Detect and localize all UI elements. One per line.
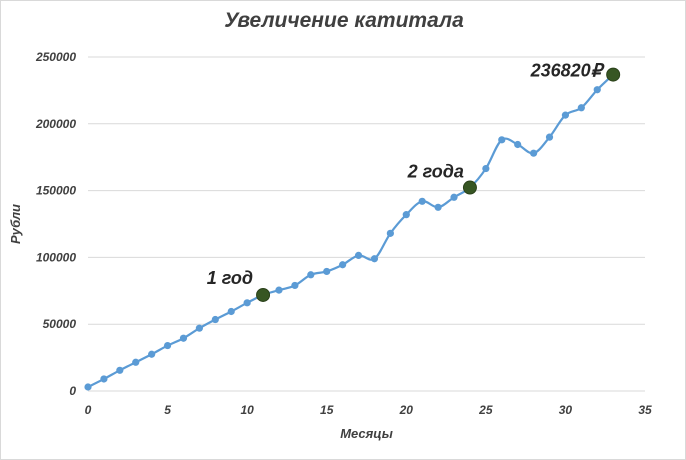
data-point bbox=[227, 307, 235, 316]
data-point bbox=[148, 350, 156, 358]
data-point bbox=[370, 255, 379, 263]
milestone-point bbox=[606, 67, 621, 82]
data-point bbox=[434, 203, 442, 211]
milestone-label: 1 год bbox=[207, 268, 253, 288]
data-point bbox=[418, 197, 426, 205]
data-point bbox=[514, 140, 522, 149]
data-point bbox=[577, 104, 585, 112]
x-tick-label: 15 bbox=[320, 403, 334, 417]
y-tick-label: 250000 bbox=[35, 50, 76, 64]
data-point bbox=[593, 86, 601, 94]
data-point bbox=[561, 111, 570, 119]
data-point bbox=[530, 149, 538, 157]
y-axis-title: Рубли bbox=[8, 204, 23, 244]
data-point bbox=[116, 366, 124, 374]
x-tick-label: 30 bbox=[559, 403, 573, 417]
y-tick-label: 0 bbox=[69, 384, 76, 398]
series-line bbox=[87, 73, 614, 388]
milestone-point bbox=[256, 287, 271, 302]
milestone-label: 2 года bbox=[407, 162, 464, 182]
data-point bbox=[100, 375, 108, 383]
data-point bbox=[402, 211, 410, 219]
data-point bbox=[84, 383, 92, 391]
x-tick-label: 5 bbox=[164, 403, 171, 417]
data-point bbox=[307, 271, 315, 279]
x-tick-label: 20 bbox=[399, 403, 414, 417]
data-point bbox=[545, 133, 554, 141]
y-tick-label: 150000 bbox=[36, 184, 76, 198]
data-point bbox=[163, 341, 172, 350]
data-point bbox=[482, 164, 490, 173]
milestone-point bbox=[462, 180, 477, 195]
y-tick-label: 50000 bbox=[43, 317, 77, 331]
data-point bbox=[243, 299, 251, 307]
x-axis-title: Месяцы bbox=[340, 426, 393, 441]
x-tick-label: 0 bbox=[85, 403, 92, 417]
x-tick-label: 25 bbox=[478, 403, 493, 417]
y-tick-label: 200000 bbox=[35, 117, 76, 131]
data-point bbox=[339, 261, 347, 269]
data-point bbox=[450, 193, 458, 201]
data-point bbox=[275, 286, 283, 294]
x-tick-label: 35 bbox=[638, 403, 652, 417]
data-point bbox=[195, 324, 203, 332]
data-point bbox=[498, 136, 506, 144]
milestone-label: 236820₽ bbox=[530, 61, 606, 81]
data-point bbox=[179, 334, 188, 342]
chart-title: Увеличение катитала bbox=[224, 9, 464, 32]
data-point bbox=[291, 281, 299, 290]
data-point bbox=[211, 315, 219, 324]
y-tick-label: 100000 bbox=[36, 250, 76, 264]
data-point bbox=[323, 267, 331, 276]
data-point bbox=[354, 251, 363, 259]
data-point bbox=[132, 358, 140, 366]
x-tick-label: 10 bbox=[240, 403, 254, 417]
data-point bbox=[386, 229, 394, 237]
